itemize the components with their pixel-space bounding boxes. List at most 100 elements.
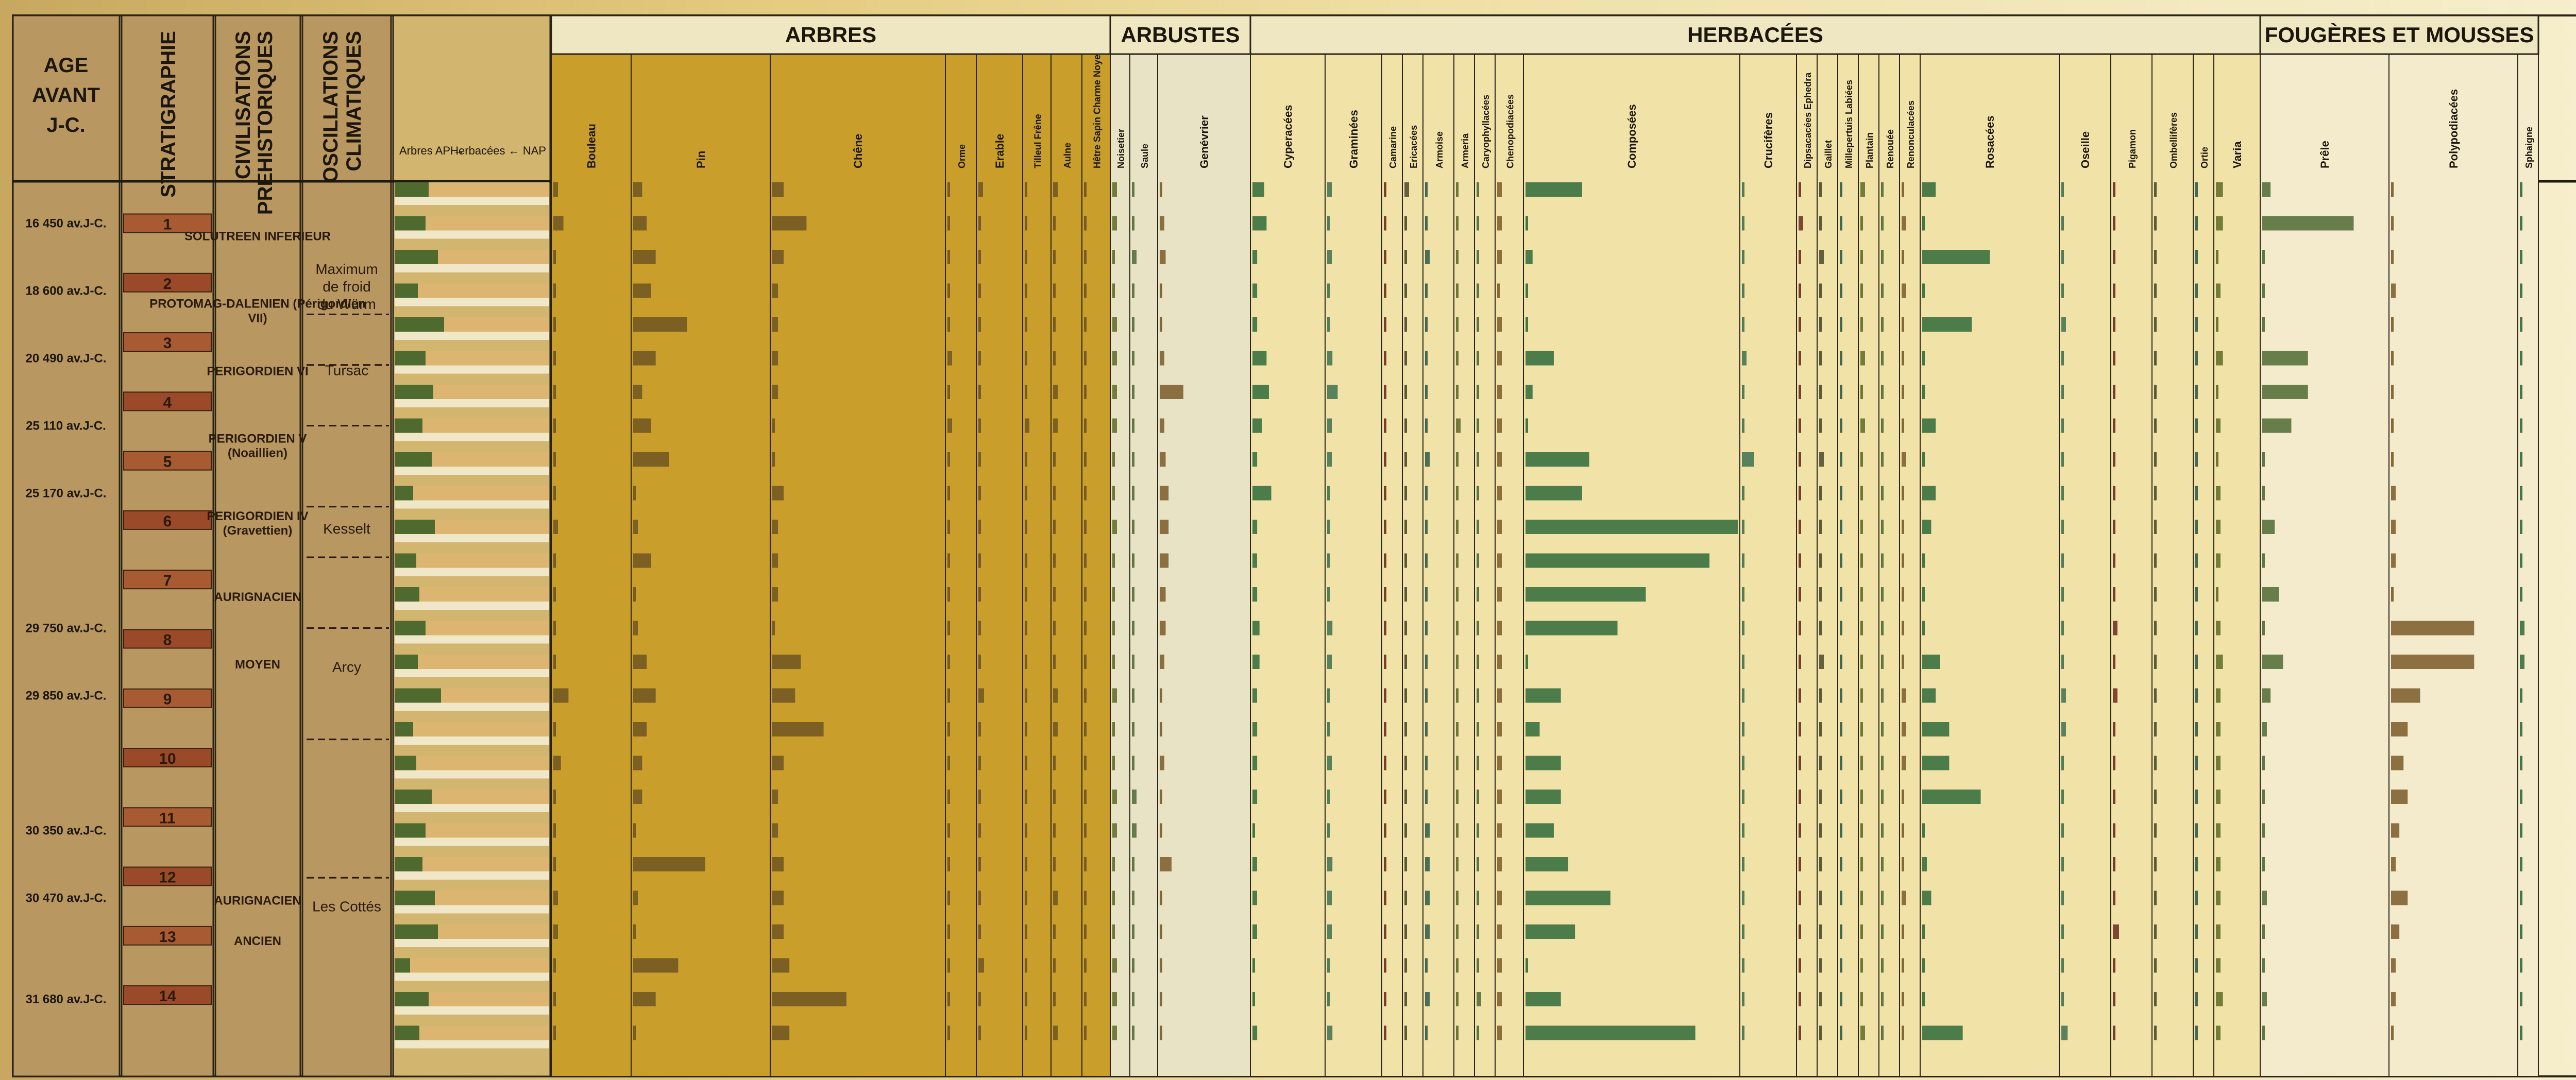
- taxon-bar: [1840, 992, 1842, 1006]
- taxon-bar: [1526, 182, 1582, 197]
- taxon-bar: [2216, 655, 2223, 669]
- taxon-bar: [2520, 351, 2522, 366]
- taxon-bar: [2262, 587, 2279, 602]
- taxon-bar: [1456, 283, 1459, 298]
- strat-layer: [123, 510, 212, 530]
- taxon-bar: [633, 992, 656, 1006]
- taxon-bar: [1252, 890, 1257, 905]
- taxon-bar: [2154, 823, 2157, 838]
- age-label: 25 110 av.J-C.: [26, 419, 106, 433]
- taxon-bar: [1160, 924, 1162, 939]
- taxon-column: [1422, 54, 1454, 1077]
- taxon-bar: [1497, 418, 1502, 433]
- taxon-bar: [2391, 452, 2394, 467]
- taxon-bar: [2195, 283, 2198, 298]
- taxon-bar: [2216, 283, 2221, 298]
- taxon-bar: [1840, 385, 1842, 399]
- taxon-bar: [2520, 722, 2522, 736]
- taxon-bar: [1132, 655, 1134, 669]
- taxon-bar: [2520, 182, 2522, 197]
- taxon-bar: [633, 351, 656, 366]
- strat-layer: [123, 272, 212, 293]
- taxon-bar: [2061, 250, 2064, 264]
- taxon-bar: [1384, 520, 1386, 534]
- taxon-label: Plantain: [1865, 132, 1875, 168]
- taxon-bar: [2262, 486, 2265, 501]
- taxon-bar: [1404, 587, 1407, 602]
- nap-bar: [422, 857, 549, 871]
- civilisation-label: AURIGNACIEN: [214, 894, 301, 908]
- taxon-bar: [1819, 317, 1822, 332]
- taxon-bar: [1840, 655, 1842, 669]
- taxon-bar: [2520, 958, 2522, 973]
- taxon-bar: [2195, 520, 2198, 534]
- taxon-bar: [2195, 621, 2198, 636]
- taxon-bar: [1084, 688, 1087, 703]
- taxon-bar: [2216, 722, 2221, 736]
- taxon-bar: [947, 857, 950, 871]
- taxon-bar: [1860, 587, 1863, 602]
- taxon-bar: [633, 722, 647, 736]
- taxon-bar: [1902, 890, 1906, 905]
- taxon-bar: [1881, 857, 1884, 871]
- taxon-bar: [1404, 385, 1407, 399]
- nap-bar: [426, 823, 549, 838]
- nap-bar: [416, 553, 549, 568]
- column-age: [12, 14, 121, 1077]
- taxon-bar: [772, 351, 778, 366]
- taxon-bar: [2113, 890, 2115, 905]
- taxon-bar: [1252, 1025, 1258, 1040]
- taxon-bar: [1742, 317, 1744, 332]
- taxon-bar: [1840, 317, 1842, 332]
- taxon-label: Polypodiacées: [2447, 89, 2460, 168]
- taxon-bar: [947, 418, 952, 433]
- taxon-bar: [1132, 992, 1134, 1006]
- taxon-bar: [1025, 250, 1027, 264]
- taxon-bar: [1160, 250, 1166, 264]
- taxon-bar: [2113, 958, 2115, 973]
- taxon-bar: [2154, 587, 2157, 602]
- taxon-bar: [1404, 722, 1407, 736]
- taxon-column: [770, 54, 946, 1077]
- taxon-bar: [1497, 351, 1502, 366]
- taxon-bar: [1384, 621, 1386, 636]
- taxon-bar: [2262, 553, 2265, 568]
- taxon-label: Camarine: [1388, 126, 1398, 168]
- taxon-bar: [978, 587, 981, 602]
- taxon-bar: [1425, 283, 1428, 298]
- ap-nap-gap: [395, 365, 549, 374]
- taxon-bar: [1881, 992, 1884, 1006]
- taxon-bar: [1902, 452, 1906, 467]
- taxon-bar: [1819, 924, 1822, 939]
- taxon-bar: [1819, 486, 1822, 501]
- taxon-bar: [978, 486, 981, 501]
- taxon-bar: [2195, 823, 2198, 838]
- taxon-bar: [2391, 756, 2404, 770]
- taxon-bar: [1084, 621, 1087, 636]
- taxon-bar: [1477, 958, 1479, 973]
- taxon-bar: [1477, 520, 1479, 534]
- taxon-bar: [1025, 823, 1027, 838]
- taxon-bar: [1742, 857, 1744, 871]
- taxon-bar: [1112, 924, 1115, 939]
- oscillation-label: Arcy: [332, 659, 361, 675]
- taxon-bar: [1132, 250, 1137, 264]
- taxon-bar: [633, 418, 651, 433]
- ap-nap-gap: [395, 534, 549, 542]
- taxon-bar: [2154, 385, 2157, 399]
- taxon-bar: [1902, 520, 1904, 534]
- ap-nap-gap: [395, 939, 549, 947]
- taxon-bar: [1132, 351, 1134, 366]
- nap-bar: [419, 587, 549, 602]
- taxon-bar: [2216, 385, 2218, 399]
- taxon-bar: [947, 351, 952, 366]
- taxon-bar: [1456, 385, 1459, 399]
- taxon-bar: [2262, 621, 2265, 636]
- taxon-bar: [1742, 520, 1744, 534]
- taxon-bar: [2195, 385, 2198, 399]
- taxon-bar: [1404, 250, 1407, 264]
- taxon-bar: [2216, 1025, 2221, 1040]
- age-label: 25 170 av.J-C.: [26, 487, 107, 501]
- taxon-bar: [1025, 722, 1027, 736]
- taxon-bar: [772, 385, 778, 399]
